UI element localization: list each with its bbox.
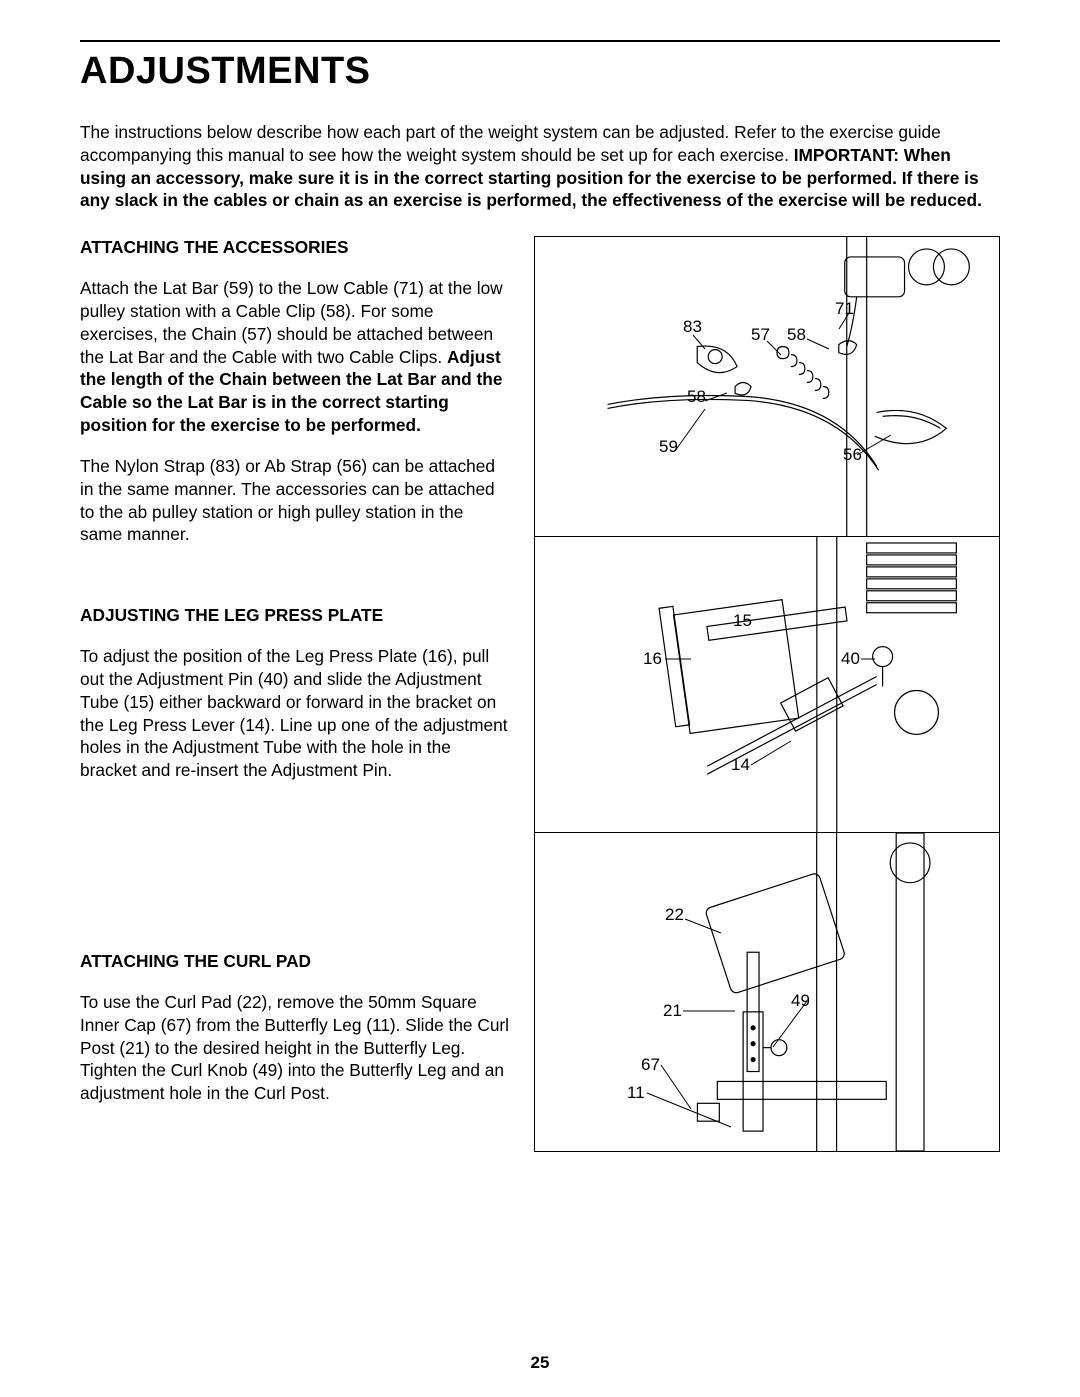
section1-p2: The Nylon Strap (83) or Ab Strap (56) ca… xyxy=(80,455,510,546)
leaders-3 xyxy=(535,833,999,1151)
leaders-1 xyxy=(535,237,999,536)
manual-page: ADJUSTMENTS The instructions below descr… xyxy=(0,0,1080,1397)
section1-heading: ATTACHING THE ACCESSORIES xyxy=(80,236,510,259)
figure-panel-1: 71 83 57 58 58 59 56 xyxy=(535,237,999,537)
figure-panel-2: 15 16 40 14 xyxy=(535,537,999,833)
section1-p1: Attach the Lat Bar (59) to the Low Cable… xyxy=(80,277,510,437)
top-rule xyxy=(80,40,1000,42)
page-title: ADJUSTMENTS xyxy=(80,50,1000,93)
text-column: ATTACHING THE ACCESSORIES Attach the Lat… xyxy=(80,236,510,1152)
leaders-2 xyxy=(535,537,999,832)
figure-column: 71 83 57 58 58 59 56 xyxy=(534,236,1000,1152)
section3-p1: To use the Curl Pad (22), remove the 50m… xyxy=(80,991,510,1105)
figure-panel-3: 22 49 21 67 11 xyxy=(535,833,999,1151)
section3-heading: ATTACHING THE CURL PAD xyxy=(80,950,510,973)
section1-p1-plain: Attach the Lat Bar (59) to the Low Cable… xyxy=(80,278,503,366)
section2-p1: To adjust the position of the Leg Press … xyxy=(80,645,510,782)
section2-heading: ADJUSTING THE LEG PRESS PLATE xyxy=(80,604,510,627)
intro-paragraph: The instructions below describe how each… xyxy=(80,121,1000,212)
spacer xyxy=(80,564,510,604)
spacer xyxy=(80,800,510,950)
two-column-layout: ATTACHING THE ACCESSORIES Attach the Lat… xyxy=(80,236,1000,1152)
page-number: 25 xyxy=(0,1353,1080,1373)
